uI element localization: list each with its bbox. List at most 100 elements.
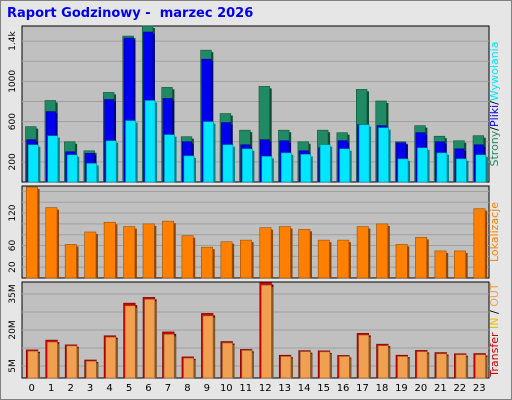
x-tick-label: 15 bbox=[317, 383, 330, 394]
bar-out bbox=[436, 353, 447, 379]
bar-wywołania bbox=[47, 135, 59, 183]
bar-lokalizacje bbox=[473, 208, 486, 279]
bar-lokalizacje bbox=[434, 250, 447, 279]
y-tick-label: 60 bbox=[8, 240, 18, 252]
bar-lokalizacje bbox=[25, 186, 38, 279]
x-tick-label: 14 bbox=[298, 383, 311, 394]
bar-lokalizacje bbox=[337, 239, 350, 279]
x-tick-label: 4 bbox=[106, 383, 112, 394]
bar-lokalizacje bbox=[317, 239, 330, 279]
x-tick-label: 3 bbox=[87, 383, 93, 394]
x-tick-label: 10 bbox=[220, 383, 233, 394]
x-tick-label: 1 bbox=[48, 383, 54, 394]
plot-area-1 bbox=[21, 25, 490, 183]
bar-wywołania bbox=[125, 120, 136, 183]
bar-lokalizacje bbox=[201, 246, 213, 279]
bar-wywołania bbox=[105, 140, 117, 183]
bar-wywołania bbox=[319, 144, 331, 183]
bar-wywołania bbox=[183, 155, 195, 183]
legend-entry: Strony bbox=[488, 130, 501, 166]
legend-entry: Wywołania bbox=[488, 42, 501, 102]
y-tick-label: 600 bbox=[8, 113, 18, 130]
bar-wywołania bbox=[27, 144, 39, 183]
x-tick-label: 19 bbox=[395, 383, 408, 394]
legend-3: Transfer IN / OUT bbox=[488, 283, 501, 378]
bar-lokalizacje bbox=[395, 244, 408, 279]
bar-lokalizacje bbox=[278, 226, 291, 279]
legend-entry: IN bbox=[488, 317, 501, 328]
x-tick-label: 13 bbox=[278, 383, 291, 394]
bar-out bbox=[124, 305, 136, 379]
bar-wywołania bbox=[144, 100, 156, 183]
x-tick-label: 16 bbox=[337, 383, 350, 394]
bar-lokalizacje bbox=[376, 223, 389, 279]
bar-out bbox=[397, 356, 408, 379]
bar-wywołania bbox=[475, 154, 487, 183]
bar-out bbox=[455, 354, 467, 379]
bar-wywołania bbox=[241, 148, 253, 183]
bar-lokalizacje bbox=[356, 226, 369, 279]
bar-wywołania bbox=[436, 152, 448, 183]
bar-out bbox=[163, 334, 175, 379]
y-tick-label: 20 bbox=[8, 261, 18, 273]
bar-lokalizacje bbox=[220, 241, 233, 279]
legend-2: Lokalizacje bbox=[488, 202, 501, 262]
x-tick-label: 0 bbox=[29, 383, 35, 394]
x-tick-label: 2 bbox=[67, 383, 73, 394]
bar-lokalizacje bbox=[454, 250, 466, 279]
bar-lokalizacje bbox=[142, 223, 155, 279]
y-tick-label: 35M bbox=[8, 284, 18, 303]
bar-lokalizacje bbox=[181, 235, 194, 279]
y-tick-label: 5M bbox=[8, 359, 18, 373]
y-tick-label: 20M bbox=[8, 320, 18, 339]
bar-wywołania bbox=[397, 158, 409, 183]
bar-lokalizacje bbox=[64, 244, 77, 279]
bar-out bbox=[475, 354, 486, 379]
bar-lokalizacje bbox=[415, 237, 428, 279]
bar-lokalizacje bbox=[103, 221, 116, 279]
bar-out bbox=[202, 315, 214, 379]
bar-wywołania bbox=[280, 152, 292, 183]
bar-out bbox=[144, 298, 156, 379]
y-tick-label: 1000 bbox=[8, 70, 18, 93]
bar-wywołania bbox=[300, 154, 312, 183]
bar-out bbox=[85, 360, 97, 379]
bar-wywołania bbox=[222, 144, 234, 183]
bar-wywołania bbox=[456, 158, 467, 183]
x-tick-label: 9 bbox=[204, 383, 210, 394]
bar-out bbox=[299, 351, 311, 379]
bar-lokalizacje bbox=[259, 227, 272, 279]
x-tick-label: 7 bbox=[165, 383, 171, 394]
bar-out bbox=[46, 341, 58, 379]
bar-out bbox=[222, 342, 233, 379]
bar-lokalizacje bbox=[162, 220, 175, 279]
bar-out bbox=[416, 351, 428, 379]
bar-out bbox=[183, 357, 194, 379]
x-tick-label: 5 bbox=[126, 383, 132, 394]
bar-wywołania bbox=[358, 124, 370, 183]
bar-wywołania bbox=[378, 127, 389, 183]
bar-wywołania bbox=[164, 134, 175, 183]
bar-wywołania bbox=[66, 154, 78, 183]
bar-out bbox=[358, 334, 370, 379]
bar-out bbox=[338, 356, 350, 379]
legend-1: Strony/Pliki/Wywołania bbox=[488, 42, 501, 167]
legend-entry: OUT bbox=[488, 283, 501, 307]
y-tick-label: 200 bbox=[8, 153, 18, 170]
bar-out bbox=[261, 284, 272, 379]
x-tick-label: 18 bbox=[376, 383, 389, 394]
bar-wywołania bbox=[203, 121, 214, 183]
plot-area-2 bbox=[21, 185, 490, 279]
y-tick-label: 1.4k bbox=[8, 31, 18, 51]
bar-out bbox=[241, 350, 253, 379]
x-tick-label: 12 bbox=[259, 383, 272, 394]
legend-entry: / bbox=[488, 101, 501, 105]
legend-entry: / bbox=[488, 127, 501, 131]
bar-out bbox=[377, 345, 389, 379]
bar-wywołania bbox=[86, 163, 98, 183]
x-tick-label: 21 bbox=[434, 383, 447, 394]
bar-lokalizacje bbox=[45, 207, 58, 279]
bar-lokalizacje bbox=[123, 226, 136, 279]
x-tick-label: 8 bbox=[184, 383, 190, 394]
